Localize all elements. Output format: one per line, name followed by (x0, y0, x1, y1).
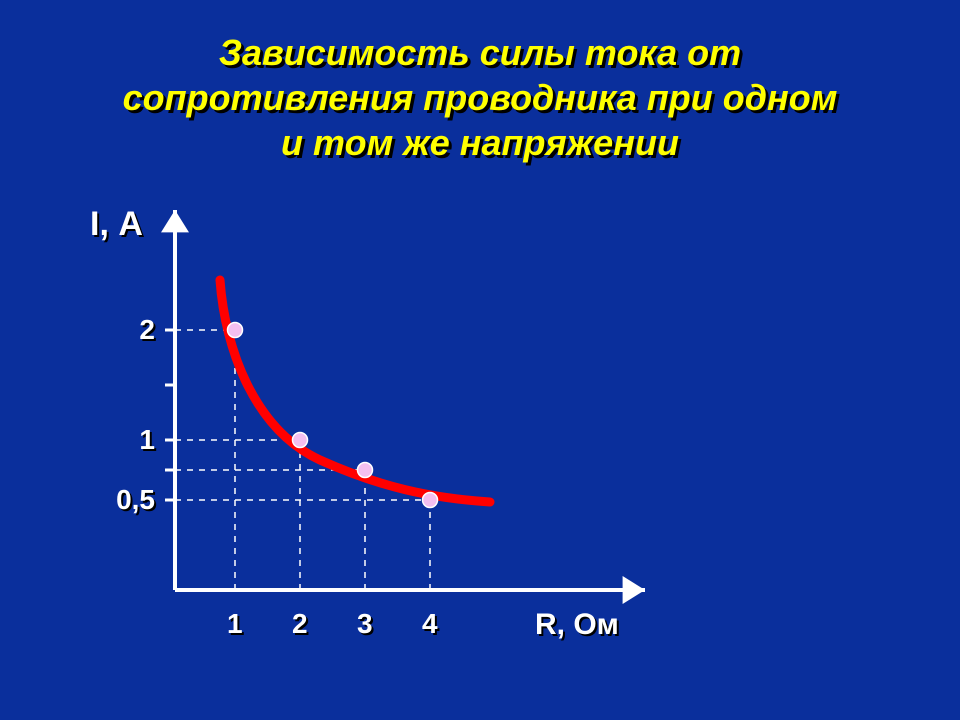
label: 1 (227, 608, 243, 640)
chart (0, 0, 960, 720)
label: I, А (90, 205, 143, 244)
label: 0,5 (85, 484, 155, 516)
label: 3 (357, 608, 373, 640)
label: R, Ом (535, 608, 619, 642)
label: 4 (422, 608, 438, 640)
label: 2 (85, 314, 155, 346)
label: 1 (85, 424, 155, 456)
label: 2 (292, 608, 308, 640)
slide: Зависимость силы тока от сопротивления п… (0, 0, 960, 720)
